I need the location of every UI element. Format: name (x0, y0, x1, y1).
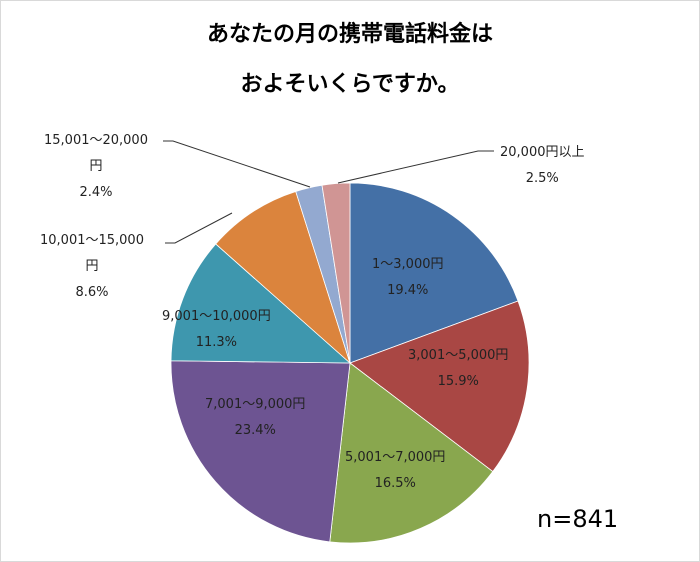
sample-size: n=841 (537, 505, 619, 533)
chart-title-line-1: あなたの月の携帯電話料金は (206, 22, 493, 47)
label-pct: 16.5% (374, 476, 416, 491)
label-slice-4: 7,001～9,000円 23.4% (205, 392, 305, 444)
label-pct: 8.6% (75, 285, 109, 300)
label-pct: 11.3% (195, 335, 238, 350)
label-name: 10,001～15,000 (40, 233, 144, 248)
leader-line (165, 212, 233, 244)
label-name: 5,001～7,000円 (345, 450, 446, 465)
label-pct: 19.4% (387, 283, 429, 298)
label-name: 7,001～9,000円 (205, 397, 306, 412)
leader-line (163, 140, 311, 188)
pie-slice (170, 360, 351, 543)
label-name-cont: 円 (85, 259, 99, 274)
label-slice-7: 15,001～20,000 円 2.4% (44, 128, 148, 206)
pie-slice (321, 182, 351, 364)
label-name: 9,001～10,000円 (162, 309, 271, 324)
label-name-cont: 円 (89, 159, 103, 174)
chart-title-line-2: およそいくらですか。 (240, 72, 460, 97)
label-name: 15,001～20,000 (44, 133, 148, 148)
pie-slice (349, 300, 530, 473)
label-pct: 15.9% (437, 374, 479, 389)
label-pct: 2.5% (525, 171, 559, 186)
label-slice-6: 10,001～15,000 円 8.6% (40, 228, 144, 306)
label-slice-5: 9,001～10,000円 11.3% (162, 304, 271, 356)
label-name: 20,000円以上 (500, 145, 585, 160)
label-pct: 2.4% (79, 185, 113, 200)
leader-line (337, 150, 494, 184)
label-pct: 23.4% (234, 423, 276, 438)
label-name: 3,001～5,000円 (408, 348, 509, 363)
pie-slice (170, 243, 352, 364)
label-slice-1: 1～3,000円 19.4% (372, 252, 444, 304)
label-slice-2: 3,001～5,000円 15.9% (408, 343, 508, 395)
label-slice-3: 5,001～7,000円 16.5% (345, 445, 445, 497)
pie-slice (349, 182, 519, 364)
label-name: 1～3,000円 (372, 257, 444, 272)
pie-slice (329, 362, 494, 544)
label-slice-8: 20,000円以上 2.5% (500, 140, 585, 192)
pie-slice (215, 190, 351, 365)
